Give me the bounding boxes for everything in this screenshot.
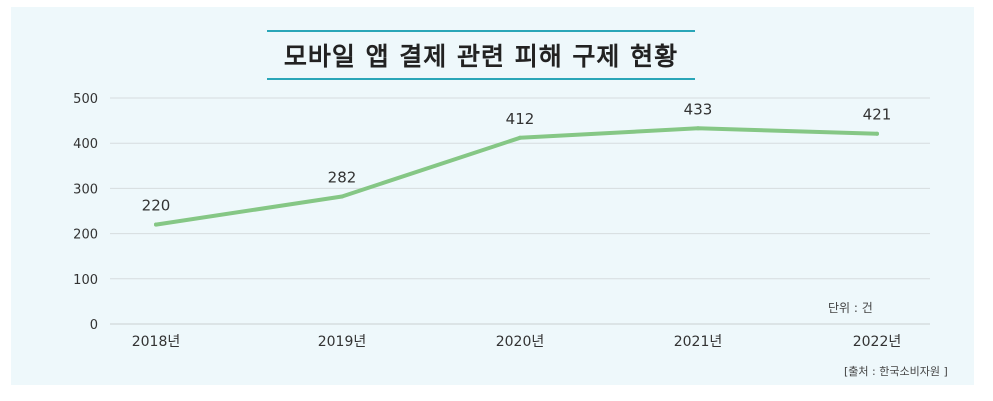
source-label: [출처 : 한국소비자원 ]	[844, 365, 948, 378]
x-tick-label: 2018년	[132, 334, 181, 350]
data-point	[518, 135, 522, 140]
data-point	[696, 126, 700, 131]
y-tick-label: 0	[90, 318, 98, 333]
data-point	[340, 194, 344, 199]
x-tick-label: 2019년	[318, 334, 367, 350]
x-tick-label: 2020년	[496, 334, 545, 350]
unit-label: 단위 : 건	[828, 301, 873, 315]
y-tick-label: 400	[73, 137, 98, 152]
chart-title-box: 모바일 앱 결제 관련 피해 구제 현황	[267, 30, 695, 80]
data-label: 421	[863, 106, 892, 124]
data-label: 282	[328, 169, 357, 187]
data-label: 412	[506, 110, 535, 128]
chart-panel	[11, 7, 974, 385]
data-label: 220	[142, 197, 171, 215]
x-tick-label: 2021년	[674, 334, 723, 350]
data-point	[154, 222, 158, 227]
data-label: 433	[684, 100, 713, 118]
data-point	[875, 131, 879, 136]
chart-title: 모바일 앱 결제 관련 피해 구제 현황	[283, 42, 679, 71]
y-tick-label: 200	[73, 228, 98, 243]
y-tick-label: 300	[73, 182, 98, 197]
y-tick-label: 100	[73, 273, 98, 288]
y-tick-label: 500	[73, 92, 98, 107]
x-tick-label: 2022년	[853, 334, 902, 350]
